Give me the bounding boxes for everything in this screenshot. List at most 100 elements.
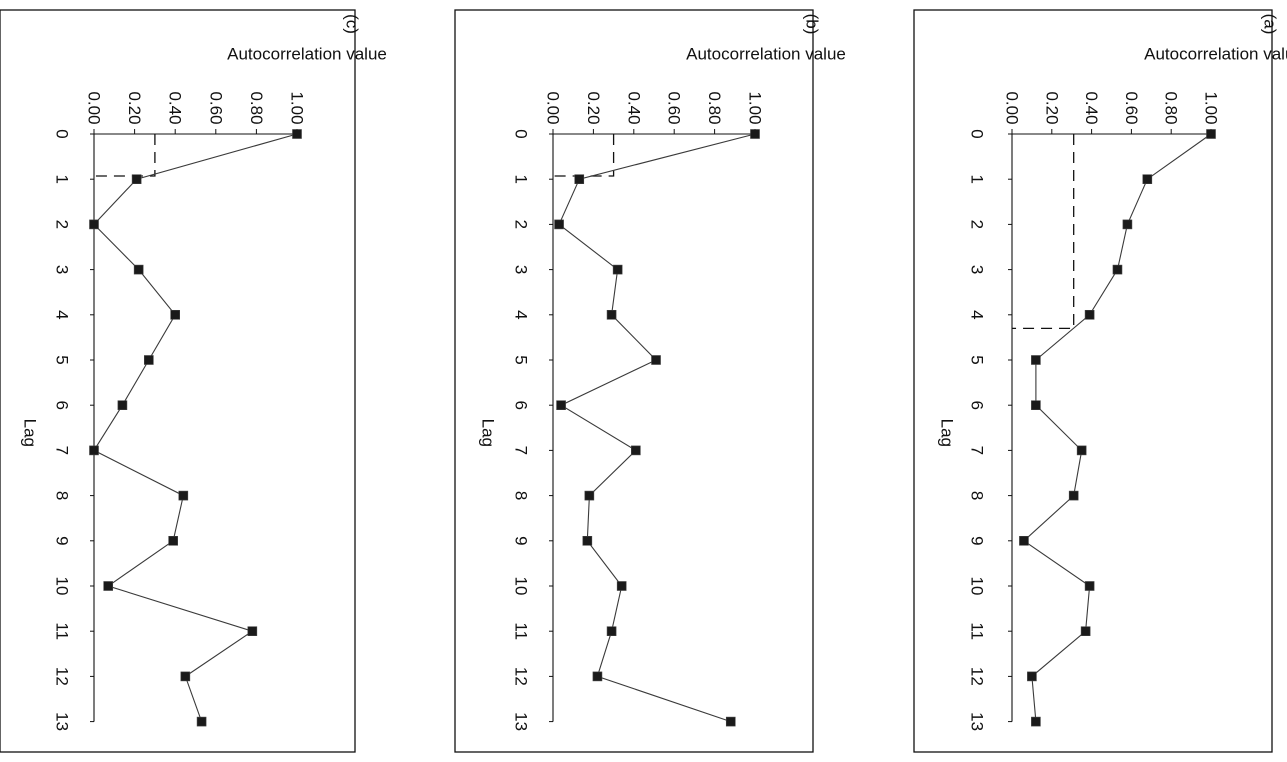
data-point: [592, 671, 603, 682]
data-point: [1142, 174, 1153, 184]
data-point: [103, 581, 114, 591]
value-tick-label: 0.00: [1003, 91, 1022, 124]
data-point: [89, 219, 99, 230]
data-point: [144, 355, 154, 365]
lag-tick-label: 11: [512, 622, 531, 640]
lag-tick-label: 3: [968, 265, 987, 274]
panel-b: (b) 0.00 0.20 0.40 0.60 0.80 1.00 Autocorrelati…: [454, 9, 846, 753]
lag-tick-label: 13: [968, 712, 987, 731]
lag-tick-label: 12: [53, 667, 72, 686]
threshold-line: [553, 134, 615, 177]
data-point: [750, 129, 760, 139]
series-line: [1023, 133, 1212, 722]
data-point: [584, 490, 595, 501]
data-point: [1112, 264, 1123, 275]
data-point: [606, 309, 617, 320]
lag-tick-label: 13: [512, 712, 531, 731]
data-point: [631, 445, 641, 456]
data-point: [180, 671, 191, 682]
value-axis-title: Autocorrelation value: [1144, 45, 1287, 64]
lag-tick-label: 10: [968, 577, 987, 596]
data-point: [1080, 626, 1091, 637]
data-point: [574, 174, 585, 184]
lag-tick-label: 8: [512, 491, 531, 500]
lag-tick-label: 1: [968, 174, 987, 183]
lag-tick-label: 5: [968, 355, 987, 364]
value-tick-label: 0.80: [1162, 91, 1181, 124]
lag-tick-label: 8: [968, 491, 987, 500]
data-point: [178, 490, 189, 501]
lag-tick-label: 9: [968, 536, 987, 545]
data-point: [168, 535, 178, 546]
lag-tick-label: 6: [968, 400, 987, 409]
data-point: [1031, 716, 1041, 727]
lag-tick-label: 13: [53, 712, 72, 731]
data-point: [133, 264, 144, 275]
value-tick-label: 0.00: [544, 91, 563, 124]
data-point: [1076, 445, 1087, 456]
lag-tick-label: 4: [53, 310, 72, 319]
data-point: [1027, 671, 1037, 682]
threshold-line: [94, 134, 156, 177]
lag-tick-label: 4: [512, 310, 531, 319]
value-axis-title: Autocorrelation value: [227, 45, 387, 64]
lag-axis-title: Lag: [479, 419, 498, 447]
value-tick-label: 1.00: [746, 91, 765, 124]
value-tick-label: 0.20: [584, 91, 603, 124]
lag-tick-label: 2: [968, 220, 987, 229]
lag-tick-label: 7: [968, 446, 987, 455]
data-point: [292, 129, 302, 139]
data-point: [1122, 219, 1133, 230]
value-axis-title: Autocorrelation value: [686, 45, 846, 64]
lag-tick-label: 6: [53, 400, 72, 409]
value-tick-label: 0.60: [206, 91, 225, 124]
panel-c: (c) 0.00 0.20 0.40 0.60 0.80 1.00 Autocorrelati…: [0, 9, 387, 753]
series-line: [558, 133, 756, 723]
lag-axis-title: Lag: [938, 419, 957, 447]
lag-tick-label: 9: [512, 536, 531, 545]
lag-tick-label: 10: [512, 577, 531, 596]
data-point: [170, 309, 180, 320]
panel-label: (b): [803, 14, 822, 35]
data-point: [554, 219, 564, 230]
value-tick-label: 0.20: [125, 91, 144, 124]
data-point: [612, 264, 623, 275]
value-tick-label: 0.60: [1122, 91, 1141, 124]
lag-tick-label: 8: [53, 491, 72, 500]
data-point: [1084, 309, 1095, 320]
data-point: [1084, 581, 1095, 591]
lag-tick-label: 6: [512, 400, 531, 409]
value-tick-label: 1.00: [288, 91, 307, 124]
lag-tick-label: 1: [53, 174, 72, 183]
lag-tick-label: 2: [512, 220, 531, 229]
data-point: [616, 581, 627, 591]
threshold-line: [1012, 134, 1075, 330]
lag-tick-label: 0: [512, 129, 531, 138]
lag-tick-label: 7: [512, 446, 531, 455]
value-tick-label: 0.60: [665, 91, 684, 124]
value-tick-label: 0.80: [705, 91, 724, 124]
data-point: [651, 355, 661, 365]
panel-frame: [913, 9, 1273, 753]
lag-tick-label: 11: [53, 622, 72, 640]
value-tick-label: 0.40: [624, 91, 643, 124]
data-point: [117, 400, 128, 411]
panel-label: (a): [1261, 14, 1280, 35]
data-point: [556, 400, 566, 411]
value-tick-label: 0.00: [85, 91, 104, 124]
lag-tick-label: 0: [968, 129, 987, 138]
data-point: [247, 626, 258, 637]
lag-tick-label: 5: [512, 355, 531, 364]
data-point: [89, 445, 99, 456]
value-tick-label: 0.20: [1042, 91, 1061, 124]
panel-a: (a) 0.00 0.20 0.40 0.60 0.80 1.00 Autocorrelati…: [913, 9, 1287, 753]
data-point: [1206, 129, 1216, 139]
panel-label: (c): [343, 14, 362, 34]
value-tick-label: 1.00: [1202, 91, 1221, 124]
lag-tick-label: 4: [968, 310, 987, 319]
value-tick-label: 0.40: [166, 91, 185, 124]
lag-tick-label: 11: [968, 622, 987, 640]
data-point: [1031, 400, 1041, 411]
lag-tick-label: 10: [53, 577, 72, 596]
